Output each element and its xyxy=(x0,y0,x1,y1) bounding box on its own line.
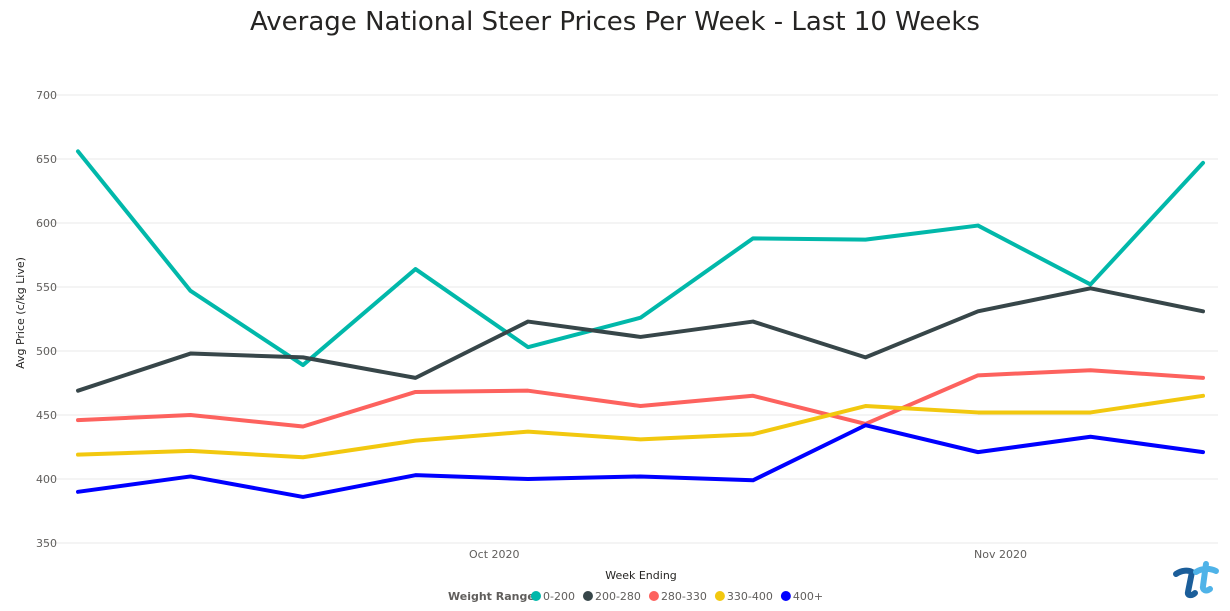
legend-marker[interactable] xyxy=(648,591,659,601)
legend-item-330-400[interactable]: 330-400 xyxy=(727,590,773,603)
y-tick-label: 650 xyxy=(36,153,57,166)
y-tick-label: 450 xyxy=(36,409,57,422)
y-tick-label: 500 xyxy=(36,345,57,358)
y-tick-label: 700 xyxy=(36,89,57,102)
x-axis-ticks: Oct 2020 Nov 2020 xyxy=(469,548,1027,561)
y-axis-ticks: 350 400 450 500 550 600 650 700 xyxy=(36,89,57,550)
y-tick-label: 400 xyxy=(36,473,57,486)
legend[interactable]: Weight Range 0-200 200-280 280-330 330-400 40… xyxy=(448,590,823,603)
gridlines xyxy=(40,94,1218,544)
legend-item-400+[interactable]: 400+ xyxy=(793,590,823,603)
logo-mark-light xyxy=(1193,561,1219,594)
legend-item-280-330[interactable]: 280-330 xyxy=(661,590,707,603)
legend-title: Weight Range xyxy=(448,590,535,603)
legend-marker[interactable] xyxy=(780,591,791,601)
x-axis-label: Week Ending xyxy=(605,569,677,582)
x-tick-label: Oct 2020 xyxy=(469,548,520,561)
legend-marker[interactable] xyxy=(714,591,725,601)
y-tick-label: 600 xyxy=(36,217,57,230)
legend-item-200-280[interactable]: 200-280 xyxy=(595,590,641,603)
chart-title: Average National Steer Prices Per Week -… xyxy=(250,7,980,37)
legend-item-0-200[interactable]: 0-200 xyxy=(543,590,575,603)
legend-marker[interactable] xyxy=(531,591,541,601)
series-lines xyxy=(76,149,1205,499)
series-line-0-200 xyxy=(76,149,1205,368)
series-line-280-330 xyxy=(76,368,1205,429)
series-line-330-400 xyxy=(76,393,1205,460)
y-tick-label: 350 xyxy=(36,537,57,550)
logo-mark-dark xyxy=(1173,567,1198,599)
legend-marker[interactable] xyxy=(582,591,593,601)
y-tick-label: 550 xyxy=(36,281,57,294)
series-line-400+ xyxy=(76,423,1205,499)
x-tick-label: Nov 2020 xyxy=(974,548,1027,561)
series-line-200-280 xyxy=(76,286,1205,393)
y-axis-label: Avg Price (c/kg Live) xyxy=(14,257,27,369)
logo xyxy=(1173,561,1219,599)
